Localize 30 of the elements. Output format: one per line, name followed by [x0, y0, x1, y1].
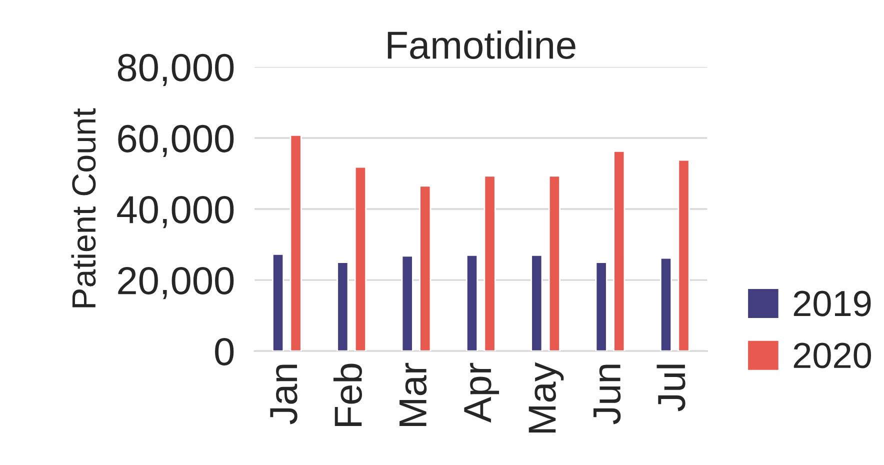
- chart-title: Famotidine: [388, 30, 576, 60]
- x-tick-label: Apr: [464, 362, 500, 423]
- bar: [290, 134, 302, 352]
- bar: [548, 175, 560, 352]
- x-tick-label: Jan: [270, 364, 298, 424]
- bar: [419, 185, 432, 352]
- x-tick-label: Mar: [400, 362, 427, 426]
- y-tick-label: 60,000: [118, 124, 234, 158]
- bar: [354, 166, 366, 352]
- bar: [336, 262, 349, 352]
- bar: [272, 253, 284, 352]
- x-tick-label: Jun: [594, 364, 621, 424]
- y-tick-label: 80,000: [118, 54, 234, 86]
- x-tick-label: Jul: [656, 364, 686, 412]
- y-tick-label: 40,000: [117, 196, 234, 228]
- y-tick-label: 20,000: [118, 266, 234, 300]
- bar: [484, 175, 496, 352]
- bar: [530, 254, 543, 352]
- legend-label: 2019: [794, 290, 871, 316]
- x-tick-label: May: [528, 362, 564, 432]
- bar: [595, 262, 608, 352]
- x-tick-label: Feb: [333, 364, 362, 426]
- y-axis-title: Patient Count: [71, 108, 96, 308]
- y-tick-label: 0: [215, 338, 234, 366]
- bar: [660, 257, 672, 352]
- bar: [678, 159, 690, 352]
- bar: [466, 254, 478, 352]
- bar: [613, 150, 626, 352]
- bar: [401, 255, 414, 352]
- legend-label: 2020: [794, 342, 872, 368]
